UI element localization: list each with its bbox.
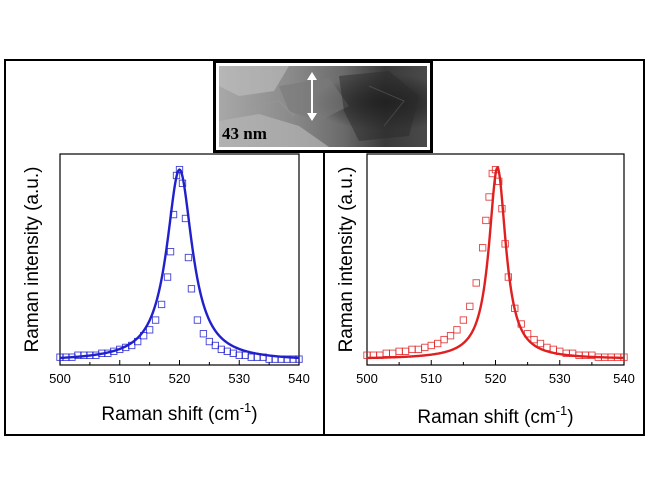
data-point [139, 332, 148, 340]
tem-micrograph [219, 66, 427, 147]
data-point [536, 339, 545, 348]
data-point [501, 240, 509, 248]
data-point [440, 335, 448, 344]
double-arrow-icon [307, 72, 317, 121]
data-point [205, 337, 214, 346]
y-axis-label: Raman intensity (a.u.) [336, 167, 357, 353]
plot-frame [366, 153, 625, 366]
x-axis-label: Raman shift (cm-1) [101, 400, 257, 425]
data-point [169, 210, 178, 219]
data-point [145, 326, 154, 334]
x-tick-label: 540 [613, 371, 635, 386]
x-tick-label: 510 [420, 371, 442, 386]
data-point [504, 273, 512, 281]
x-tick-label: 510 [109, 371, 131, 386]
data-point [472, 279, 480, 287]
scale-label: 43 nm [222, 124, 267, 143]
data-point [163, 273, 172, 281]
data-point [151, 316, 160, 324]
data-point [485, 193, 493, 201]
data-point [466, 302, 474, 311]
data-point [453, 326, 461, 334]
data-point [128, 341, 136, 350]
data-point [495, 177, 503, 186]
data-point [479, 244, 487, 252]
data-point [211, 341, 219, 350]
data-point [178, 179, 187, 187]
x-tick-label: 520 [485, 371, 507, 386]
x-tick-label: 540 [288, 371, 310, 386]
x-axis-label: Raman shift (cm-1) [417, 403, 573, 428]
data-point [491, 165, 500, 174]
data-point [181, 214, 190, 223]
data-point [511, 304, 519, 312]
data-point [175, 165, 184, 174]
data-point [199, 330, 208, 338]
data-point [530, 335, 538, 344]
data-point [193, 316, 202, 324]
x-tick-label: 500 [49, 371, 71, 386]
data-point [166, 248, 175, 256]
data-point [620, 353, 628, 361]
x-tick-label: 530 [549, 371, 571, 386]
data-point [134, 337, 142, 346]
x-tick-label: 530 [228, 371, 250, 386]
tem-inset: 43 nm [213, 60, 433, 153]
x-tick-label: 500 [356, 371, 378, 386]
y-axis-label: Raman intensity (a.u.) [22, 167, 43, 353]
plot-frame [59, 153, 300, 366]
data-point [459, 316, 468, 324]
data-point [523, 330, 532, 338]
data-point [446, 332, 455, 340]
data-point [184, 253, 193, 262]
data-point [187, 285, 196, 293]
data-point [482, 216, 490, 225]
panel-divider [323, 150, 325, 436]
data-point [295, 355, 303, 363]
data-point [434, 339, 442, 348]
data-point [517, 320, 525, 328]
data-point [157, 300, 166, 309]
data-point [498, 205, 506, 213]
x-tick-label: 520 [169, 371, 191, 386]
